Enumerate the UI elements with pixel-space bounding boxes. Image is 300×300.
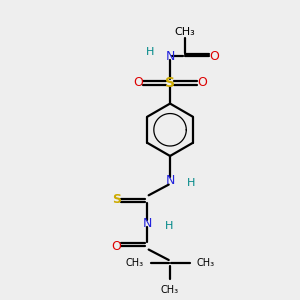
- Text: CH₃: CH₃: [161, 285, 179, 296]
- Text: O: O: [197, 76, 207, 89]
- Text: H: H: [187, 178, 196, 188]
- Text: CH₃: CH₃: [197, 259, 215, 269]
- Text: N: N: [165, 50, 175, 63]
- Text: N: N: [142, 217, 152, 230]
- Text: O: O: [209, 50, 219, 63]
- Text: S: S: [165, 76, 175, 90]
- Text: O: O: [133, 76, 143, 89]
- Text: S: S: [112, 193, 121, 206]
- Text: N: N: [165, 174, 175, 187]
- Text: O: O: [112, 240, 122, 253]
- Text: H: H: [164, 221, 173, 231]
- Text: CH₃: CH₃: [174, 27, 195, 37]
- Text: CH₃: CH₃: [125, 259, 143, 269]
- Text: H: H: [146, 47, 154, 57]
